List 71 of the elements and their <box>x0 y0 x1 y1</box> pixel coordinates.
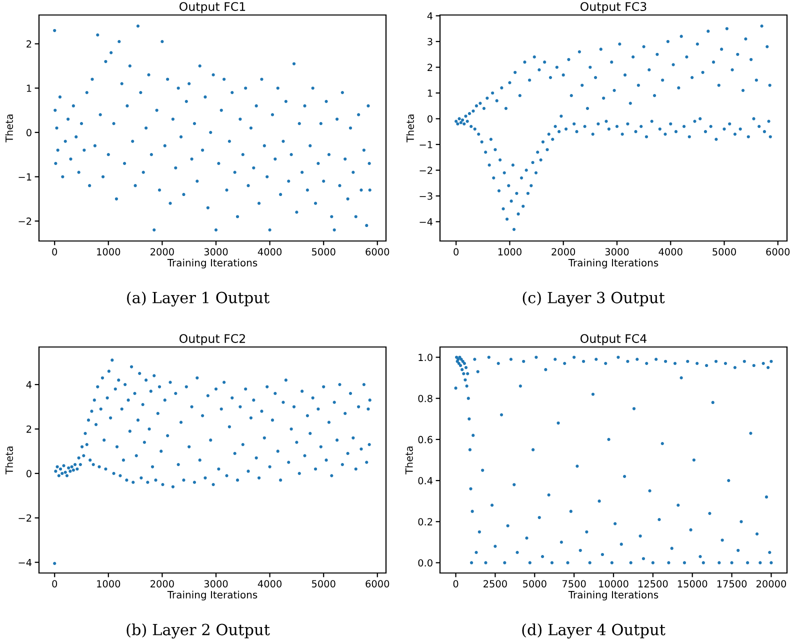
y-axis-title: Theta <box>405 446 413 474</box>
x-tick-label: 4000 <box>258 580 282 588</box>
x-tick-label: 6000 <box>766 248 790 256</box>
y-tick-label: 0.2 <box>418 518 432 526</box>
x-tick-label: 5000 <box>312 580 336 588</box>
x-axis-title: Training Iterations <box>568 590 658 600</box>
x-tick-label: 3000 <box>204 580 228 588</box>
x-axis-title: Training Iterations <box>568 258 658 268</box>
x-tick-label: 1000 <box>97 248 120 256</box>
x-tick-label: 5000 <box>712 248 736 256</box>
x-axis-title: Training Iterations <box>167 258 258 268</box>
x-tick-label: 6000 <box>366 248 390 256</box>
chart-title: Output FC1 <box>180 2 246 14</box>
x-tick-label: 1000 <box>97 580 120 588</box>
y-tick-label: −2 <box>18 218 32 225</box>
x-tick-label: 5000 <box>312 248 336 256</box>
y-tick-label: 0.0 <box>418 559 432 567</box>
chart-title: Output FC3 <box>580 2 646 14</box>
text: (d) Layer 4 Output <box>522 624 666 638</box>
x-tick-label: 0 <box>52 580 58 588</box>
y-tick-label: 1 <box>26 84 32 92</box>
text: (b) Layer 2 Output <box>126 624 270 638</box>
y-tick-label: −3 <box>420 192 432 200</box>
x-tick-label: 2500 <box>484 580 507 588</box>
x-axis-title: Training Iterations <box>167 590 258 600</box>
y-axis-title: Theta <box>5 446 14 474</box>
x-tick-label: 7500 <box>562 580 586 588</box>
y-tick-label: 0 <box>428 115 432 123</box>
y-tick-label: 4 <box>427 12 433 20</box>
chart-title: Output FC4 <box>580 334 646 346</box>
y-tick-label: 3 <box>428 38 432 46</box>
y-axis-title: Theta <box>406 114 414 142</box>
y-tick-label: 0.8 <box>418 394 432 402</box>
y-tick-label: −2 <box>18 514 32 522</box>
y-tick-label: 0.4 <box>418 477 433 484</box>
x-tick-label: 1000 <box>498 248 522 256</box>
x-tick-label: 6000 <box>366 580 390 588</box>
y-tick-label: 0 <box>26 470 32 478</box>
x-tick-label: 4000 <box>258 248 282 256</box>
text: (c) Layer 3 Output <box>522 292 665 306</box>
y-tick-label: 0 <box>26 128 32 136</box>
y-tick-label: −1 <box>18 173 32 180</box>
x-tick-label: 4000 <box>658 248 682 256</box>
y-tick-label: −2 <box>420 166 432 174</box>
x-tick-label: 0 <box>454 248 459 256</box>
x-tick-label: 0 <box>453 580 458 588</box>
y-tick-label: 4 <box>26 381 32 388</box>
x-tick-label: 3000 <box>204 248 228 256</box>
x-tick-label: 17500 <box>717 580 747 588</box>
text: (a) Layer 1 Output <box>127 292 270 306</box>
x-tick-label: 10000 <box>599 580 628 588</box>
y-tick-label: 0.6 <box>418 436 432 444</box>
y-tick-label: 1 <box>428 90 432 97</box>
y-tick-label: 2 <box>26 40 32 48</box>
y-tick-label: −1 <box>420 141 432 148</box>
x-tick-label: 2000 <box>150 580 174 588</box>
x-tick-label: 3000 <box>605 248 629 256</box>
x-tick-label: 12500 <box>638 580 668 588</box>
y-tick-label: 1.0 <box>418 354 432 362</box>
x-tick-label: 5000 <box>523 580 546 588</box>
x-tick-label: 0 <box>52 248 58 256</box>
y-tick-label: 2 <box>26 425 32 433</box>
y-tick-label: −4 <box>420 218 433 226</box>
x-tick-label: 20000 <box>756 580 786 588</box>
y-axis-title: Theta <box>5 114 14 142</box>
x-tick-label: 2000 <box>552 248 576 256</box>
chart-title: Output FC2 <box>180 334 245 346</box>
y-tick-label: 2 <box>428 64 432 71</box>
x-tick-label: 15000 <box>678 580 708 588</box>
y-tick-label: −4 <box>18 558 32 566</box>
x-tick-label: 2000 <box>150 248 174 256</box>
